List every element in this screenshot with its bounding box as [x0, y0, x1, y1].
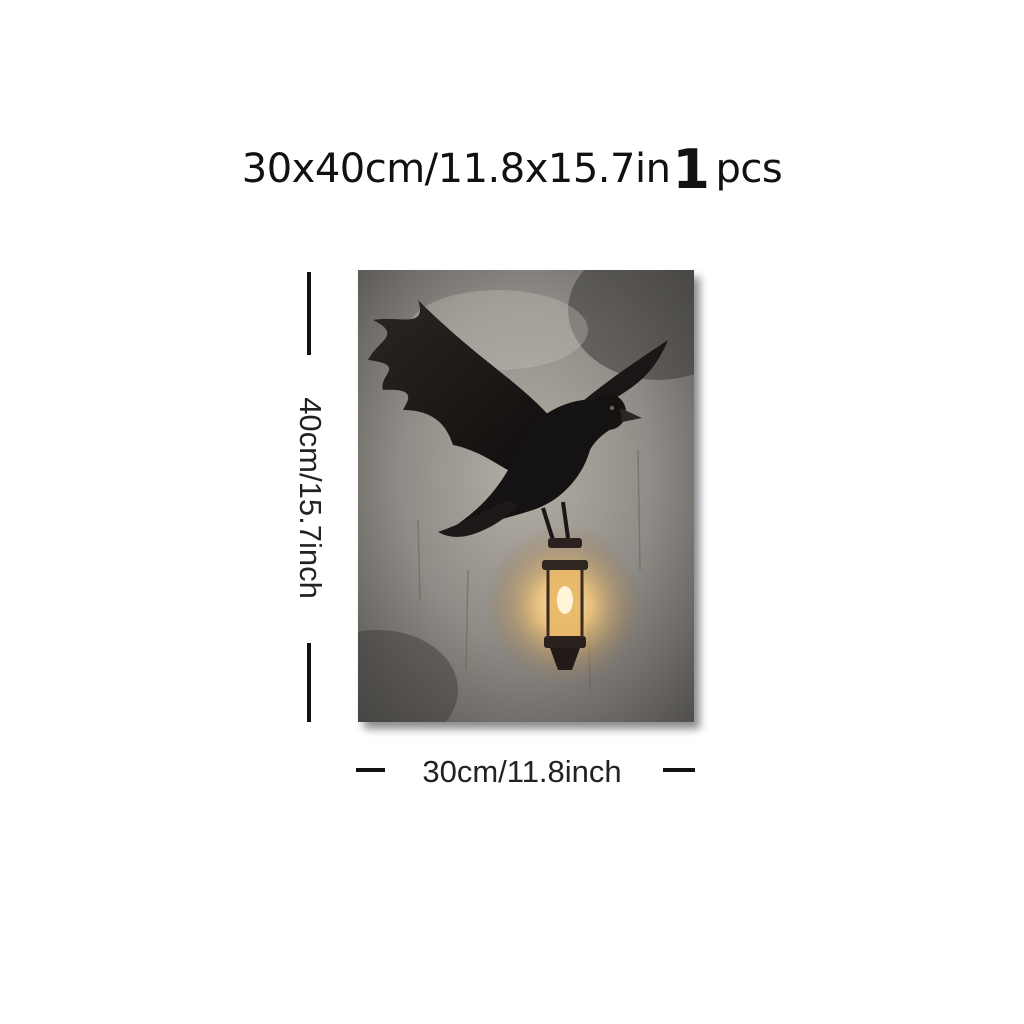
width-dimension-label: 30cm/11.8inch: [422, 754, 622, 789]
size-text: 30x40cm/11.8x15.7in: [241, 146, 671, 192]
height-bar-top: [307, 272, 311, 355]
raven-left-wing: [368, 300, 553, 470]
raven-beak: [620, 408, 642, 422]
raven-head: [590, 394, 626, 430]
cloud-shadow: [358, 630, 458, 722]
raven-lantern-painting: [358, 270, 694, 722]
raven-tail: [438, 500, 518, 537]
quantity-number: 1: [672, 138, 710, 201]
quantity-unit: pcs: [715, 146, 783, 192]
cloud-shadow: [568, 270, 694, 380]
paint-drips: [417, 449, 641, 691]
raven-eye: [609, 405, 615, 411]
raven-body: [443, 399, 626, 535]
height-dimension-label: 40cm/15.7inch: [293, 397, 328, 599]
product-size-title: 30x40cm/11.8x15.7in1 pcs: [0, 132, 1024, 201]
height-bar-bottom: [307, 643, 311, 722]
width-bar-right: [663, 768, 695, 772]
canvas-artwork: [358, 270, 694, 722]
raven-legs: [541, 501, 570, 541]
lantern: [542, 538, 588, 670]
width-bar-left: [356, 768, 385, 772]
